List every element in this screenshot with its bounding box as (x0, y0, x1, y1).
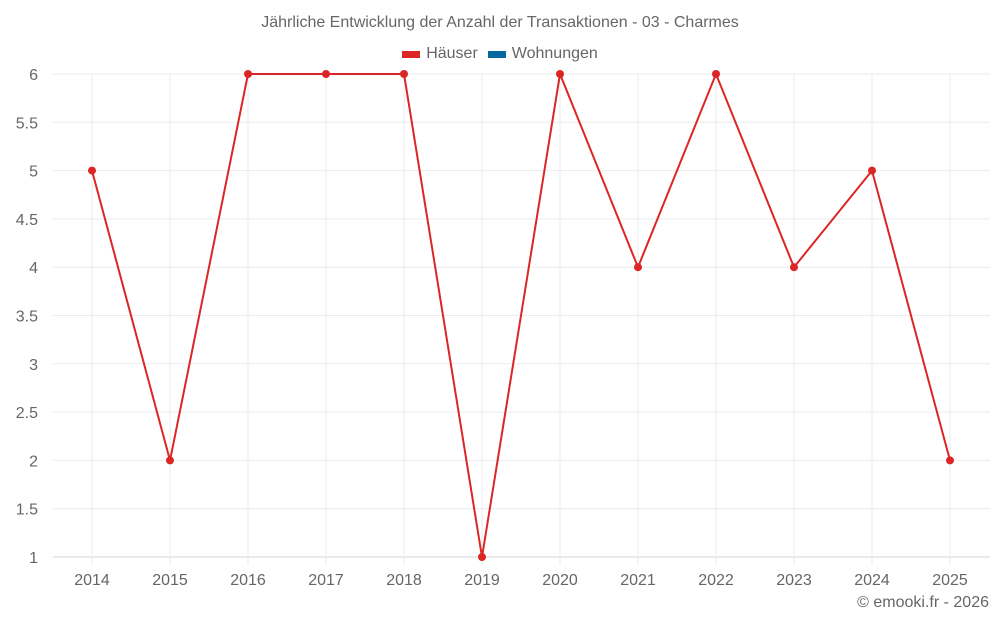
x-tick-label: 2023 (776, 572, 812, 589)
legend-swatch-wohnungen (487, 50, 506, 58)
y-tick-label: 2.5 (16, 405, 38, 422)
y-tick-label: 2 (29, 453, 38, 470)
data-point[interactable] (946, 456, 954, 465)
data-point[interactable] (868, 166, 876, 175)
data-point[interactable] (244, 70, 252, 78)
legend-label-haeuser: Häuser (426, 45, 478, 62)
data-point[interactable] (322, 70, 330, 78)
data-point[interactable] (478, 553, 486, 561)
y-tick-label: 4.5 (16, 212, 38, 229)
data-point[interactable] (556, 70, 564, 78)
x-tick-label: 2019 (464, 572, 500, 589)
x-tick-label: 2021 (620, 572, 656, 589)
y-tick-label: 5 (29, 164, 38, 181)
legend-label-wohnungen: Wohnungen (511, 45, 598, 62)
data-point[interactable] (166, 456, 174, 465)
credit-text: © emooki.fr - 2026 (857, 594, 989, 611)
y-tick-label: 4 (29, 260, 38, 277)
y-tick-label: 1 (29, 550, 38, 567)
y-tick-label: 6 (29, 67, 38, 84)
legend-swatch-haeuser (402, 50, 421, 58)
x-tick-label: 2020 (542, 572, 578, 589)
chart-title: Jährliche Entwicklung der Anzahl der Tra… (261, 14, 739, 31)
x-tick-label: 2022 (698, 572, 734, 589)
x-tick-label: 2025 (932, 572, 968, 589)
legend: Häuser Wohnungen (0, 45, 1000, 63)
y-tick-label: 1.5 (16, 502, 38, 519)
x-tick-label: 2015 (152, 572, 188, 589)
data-point[interactable] (790, 263, 798, 272)
y-tick-label: 3 (29, 357, 38, 374)
x-tick-label: 2016 (230, 572, 266, 589)
y-tick-label: 5.5 (16, 115, 38, 132)
data-point[interactable] (712, 70, 720, 78)
x-tick-label: 2014 (74, 572, 110, 589)
x-tick-label: 2017 (308, 572, 344, 589)
legend-item-haeuser[interactable]: Häuser (402, 45, 478, 63)
x-tick-label: 2018 (386, 572, 422, 589)
data-point[interactable] (634, 263, 642, 272)
series-line (91, 70, 951, 558)
data-point[interactable] (400, 70, 408, 78)
data-point[interactable] (88, 166, 96, 175)
y-tick-label: 3.5 (16, 309, 38, 326)
x-tick-label: 2024 (854, 572, 890, 589)
legend-item-wohnungen[interactable]: Wohnungen (487, 45, 598, 63)
